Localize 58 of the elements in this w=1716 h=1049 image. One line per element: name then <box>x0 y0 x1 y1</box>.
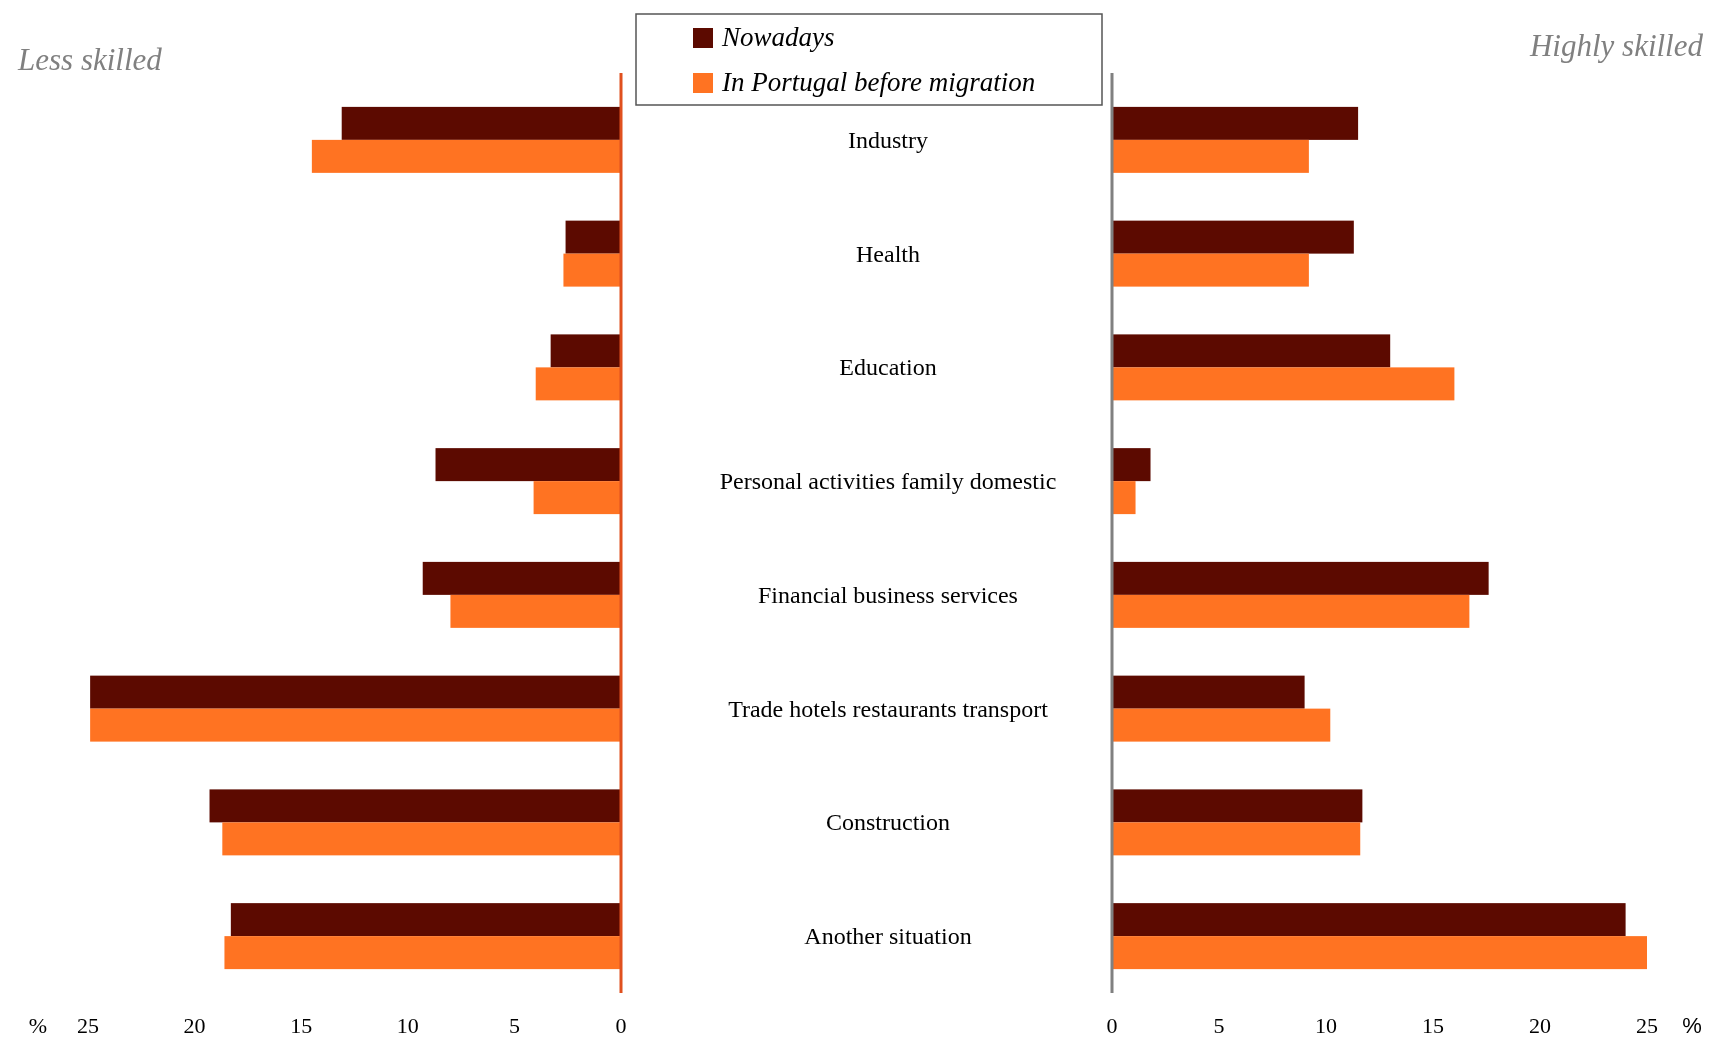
x-axis-title: % <box>1682 1013 1702 1038</box>
bar <box>311 139 621 173</box>
x-tick-label: 5 <box>1213 1013 1225 1038</box>
chart-title: Less skilled <box>17 42 163 77</box>
bar <box>450 594 621 628</box>
y-tick-label: Health <box>856 240 920 267</box>
legend-label: In Portugal before migration <box>721 67 1036 97</box>
x-tick-label: 10 <box>396 1013 419 1038</box>
x-tick-label: 15 <box>290 1013 313 1038</box>
x-tick-label: 0 <box>1106 1013 1118 1038</box>
bar <box>535 367 621 401</box>
y-tick-label: Another situation <box>804 923 972 950</box>
bar <box>1112 822 1361 856</box>
bar <box>222 822 621 856</box>
y-tick-label: Construction <box>826 809 950 836</box>
x-axis-title: % <box>28 1013 48 1038</box>
bar <box>90 708 621 742</box>
bar <box>1112 708 1331 742</box>
x-tick-label: 5 <box>508 1013 520 1038</box>
y-tick-label: Personal activities family domestic <box>719 468 1057 495</box>
bar <box>230 903 621 937</box>
y-tick-label: Industry <box>848 126 928 153</box>
x-tick-label: 15 <box>1422 1013 1444 1038</box>
bar <box>90 675 621 709</box>
bar <box>435 448 621 482</box>
bar <box>1112 139 1309 173</box>
bar <box>563 253 621 287</box>
bar <box>224 936 621 970</box>
bar <box>1112 220 1354 254</box>
x-tick-label: 25 <box>77 1013 99 1038</box>
bar <box>1112 334 1391 368</box>
bar <box>1112 253 1309 287</box>
bar <box>565 220 621 254</box>
x-tick-label: 0 <box>615 1013 627 1038</box>
bar <box>341 106 621 140</box>
bar <box>422 561 621 595</box>
x-tick-label: 10 <box>1315 1013 1337 1038</box>
bar <box>1112 448 1151 482</box>
x-tick-label: 25 <box>1636 1013 1658 1038</box>
bar <box>1112 675 1305 709</box>
bar <box>1112 561 1489 595</box>
bar <box>1112 594 1470 628</box>
bar <box>1112 481 1136 515</box>
bar <box>1112 936 1647 970</box>
bar <box>1112 367 1455 401</box>
bar <box>550 334 621 368</box>
legend-label: Nowadays <box>721 22 835 52</box>
bar <box>1112 903 1626 937</box>
y-tick-label: Financial business services <box>758 581 1018 608</box>
bar <box>533 481 621 515</box>
bar <box>209 789 621 823</box>
chart-title: Highly skilled <box>1528 28 1704 63</box>
x-tick-label: 20 <box>1529 1013 1551 1038</box>
y-tick-label: Trade hotels restaurants transport <box>728 695 1049 722</box>
x-tick-label: 20 <box>183 1013 206 1038</box>
bar <box>1112 789 1363 823</box>
bar <box>1112 106 1359 140</box>
y-tick-label: Education <box>839 354 937 381</box>
